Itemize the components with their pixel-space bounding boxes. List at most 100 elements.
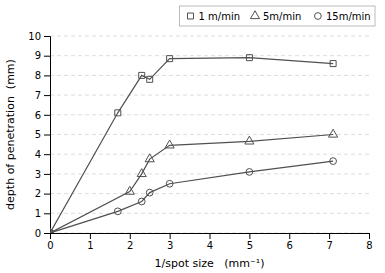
point: [114, 208, 121, 215]
series-line: [50, 161, 333, 233]
point: [146, 189, 153, 196]
x-axis: 0 1 2 3 4 5 6 7 8: [47, 233, 372, 251]
tick-label: 2: [35, 188, 41, 199]
tick-label: 7: [326, 240, 332, 251]
tick-mark: [210, 233, 211, 239]
legend-label: 15m/min: [326, 11, 371, 22]
tick-label: 5: [35, 129, 41, 140]
axis-line: [44, 37, 51, 234]
tick-label: 7: [35, 90, 41, 101]
grid-line: [50, 75, 369, 76]
tick-label: 1: [87, 240, 93, 251]
tick-mark: [329, 233, 330, 239]
grid-line: [50, 55, 369, 56]
legend-item: 1 m/min: [187, 11, 240, 22]
point: [137, 169, 146, 177]
tick: 7: [35, 90, 50, 101]
point: [147, 76, 153, 82]
point: [50, 230, 53, 233]
legend-symbol: [187, 13, 193, 19]
grid-line: [50, 114, 369, 115]
tick-label: 1: [35, 208, 41, 219]
point: [138, 198, 145, 205]
series-markers: [50, 158, 336, 233]
chart: 0 1 2 3 4 5 6 7 8 0 1 2 3 4 5 6 7 8 9 10 1/spot size (mm⁻¹) d…: [0, 0, 385, 273]
tick: 4: [207, 233, 213, 251]
grid-line: [50, 95, 369, 96]
tick-label: 3: [35, 169, 41, 180]
tick-label: 6: [35, 110, 41, 121]
data: [50, 55, 338, 233]
grid-line: [50, 36, 369, 37]
tick-mark: [44, 154, 50, 155]
tick-label: 4: [207, 240, 213, 251]
point: [246, 55, 252, 61]
tick: 3: [167, 233, 173, 251]
tick-label: 6: [287, 240, 293, 251]
point: [165, 140, 174, 148]
tick: 7: [326, 233, 332, 251]
tick-label: 2: [127, 240, 133, 251]
tick-mark: [170, 233, 171, 239]
tick: 0: [35, 228, 50, 239]
tick: 6: [287, 233, 293, 251]
tick-mark: [44, 36, 50, 37]
legend-frame: [179, 6, 375, 26]
x-axis-title: 1/spot size (mm⁻¹): [154, 257, 264, 270]
legend-item: 15m/min: [315, 11, 371, 22]
point: [145, 154, 154, 162]
tick-label: 10: [28, 31, 41, 42]
tick: 9: [35, 50, 50, 61]
tick: 6: [35, 110, 50, 121]
tick-label: 4: [35, 149, 41, 160]
tick-mark: [44, 56, 50, 57]
tick-mark: [44, 135, 50, 136]
tick: 10: [28, 31, 50, 42]
tick-label: 8: [366, 240, 372, 251]
grid-line: [50, 173, 369, 174]
series-line: [50, 135, 333, 234]
y-axis: 0 1 2 3 4 5 6 7 8 9 10: [28, 31, 50, 239]
grid: [50, 36, 369, 233]
legend-symbol: [315, 13, 322, 20]
tick-label: 9: [35, 50, 41, 61]
tick: 8: [35, 70, 50, 81]
grid-line: [50, 134, 369, 135]
series-markers: [50, 129, 338, 233]
plot: 0 1 2 3 4 5 6 7 8 0 1 2 3 4 5 6 7 8 9 10: [28, 31, 372, 251]
point: [330, 158, 337, 165]
tick-label: 3: [167, 240, 173, 251]
point: [167, 56, 173, 62]
point: [139, 72, 145, 78]
y-axis-title: depth of penetration (mm): [4, 59, 17, 210]
point: [166, 180, 173, 187]
tick-mark: [44, 115, 50, 116]
point: [115, 110, 121, 116]
tick-mark: [44, 213, 50, 214]
tick: 2: [127, 233, 133, 251]
point: [330, 61, 336, 67]
legend-symbol: [250, 11, 259, 19]
legend: 1 m/min 5m/min 15m/min: [179, 6, 375, 26]
series-markers: [50, 55, 336, 233]
tick-mark: [44, 95, 50, 96]
tick: 0: [47, 233, 53, 251]
tick: 1: [87, 233, 93, 251]
tick-mark: [44, 174, 50, 175]
series-line: [50, 58, 333, 233]
tick-label: 0: [47, 240, 53, 251]
tick-label: 8: [35, 70, 41, 81]
tick-label: 5: [247, 240, 253, 251]
legend-item: 5m/min: [250, 11, 301, 22]
point: [125, 186, 134, 194]
tick: 2: [35, 188, 50, 199]
tick: 5: [35, 129, 50, 140]
tick-mark: [44, 194, 50, 195]
tick: 4: [35, 149, 50, 160]
legend-label: 1 m/min: [198, 11, 240, 22]
grid-line: [50, 154, 369, 155]
point: [245, 136, 254, 144]
tick-mark: [130, 233, 131, 239]
tick-mark: [289, 233, 290, 239]
tick-mark: [369, 233, 370, 239]
